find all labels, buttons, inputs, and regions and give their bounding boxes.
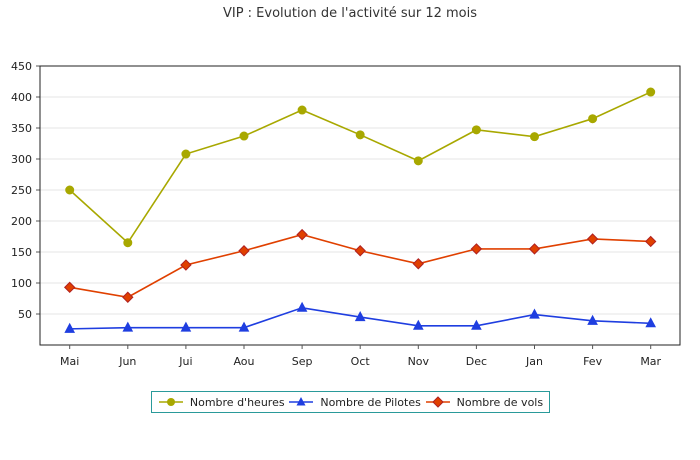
legend-item: Nombre de vols <box>425 396 543 409</box>
data-point <box>181 149 191 159</box>
data-point <box>296 228 308 241</box>
y-tick-label: 200 <box>11 215 32 228</box>
data-point <box>354 311 366 322</box>
x-tick-label: Mai <box>60 355 79 368</box>
x-tick-label: Mar <box>640 355 661 368</box>
data-point <box>180 321 192 332</box>
legend-label: Nombre d'heures <box>189 395 285 409</box>
y-tick-label: 50 <box>18 308 32 321</box>
data-point <box>63 281 76 294</box>
x-tick-label: Jun <box>118 355 136 368</box>
data-point <box>65 185 75 195</box>
data-point <box>413 156 423 166</box>
x-tick-label: Jan <box>525 355 543 368</box>
data-point <box>180 259 192 271</box>
data-point <box>355 130 365 140</box>
y-tick-label: 150 <box>11 246 32 259</box>
data-point <box>412 319 424 330</box>
y-tick-label: 250 <box>11 184 32 197</box>
plot-area <box>40 66 680 345</box>
data-point <box>238 321 250 332</box>
y-tick-label: 350 <box>11 122 32 135</box>
data-point <box>412 258 425 270</box>
x-tick-label: Oct <box>351 355 371 368</box>
legend-item: Nombre de Pilotes <box>288 396 421 409</box>
data-point <box>645 317 657 328</box>
legend-marker-icon <box>289 397 314 406</box>
data-point <box>644 235 657 248</box>
legend-marker-icon <box>158 398 183 406</box>
data-point <box>470 243 483 255</box>
data-point <box>239 131 249 141</box>
data-point <box>646 87 656 97</box>
legend-marker-icon <box>425 396 450 408</box>
data-point <box>123 238 133 248</box>
data-point <box>296 301 308 312</box>
x-tick-label: Sep <box>292 355 313 368</box>
data-point <box>122 291 134 303</box>
data-point <box>530 132 539 142</box>
legend-label: Nombre de Pilotes <box>320 395 421 409</box>
x-tick-label: Dec <box>466 355 487 368</box>
data-point <box>238 245 250 257</box>
y-tick-label: 450 <box>11 60 32 73</box>
data-point <box>528 243 541 255</box>
data-point <box>354 245 366 257</box>
y-tick-label: 400 <box>11 91 32 104</box>
data-point <box>586 233 599 245</box>
data-point <box>122 321 134 332</box>
data-point <box>529 308 540 319</box>
x-tick-label: Nov <box>408 355 430 368</box>
data-point <box>471 125 481 135</box>
x-tick-label: Aou <box>233 355 254 368</box>
legend-item: Nombre d'heures <box>158 396 285 409</box>
data-point <box>471 319 482 330</box>
data-point <box>64 322 76 333</box>
data-point <box>587 314 598 325</box>
data-point <box>588 114 598 124</box>
chart-title: VIP : Evolution de l'activité sur 12 moi… <box>222 6 478 21</box>
x-tick-label: Fev <box>583 355 602 368</box>
chart-legend: Nombre d'heures Nombre de Pilotes Nombre d… <box>151 391 550 413</box>
legend-label: Nombre de vols <box>456 395 544 409</box>
x-tick-label: Jui <box>178 355 192 368</box>
y-tick-label: 300 <box>11 153 32 166</box>
y-tick-label: 100 <box>11 277 32 290</box>
data-point <box>297 105 307 115</box>
